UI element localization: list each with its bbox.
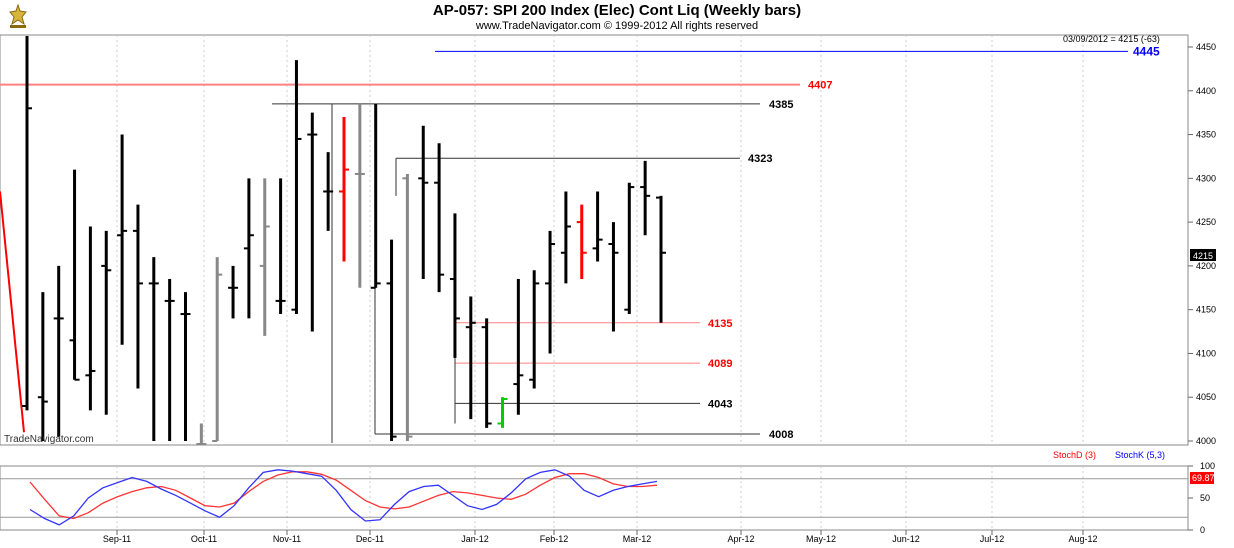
last-price-box [1190,249,1216,261]
level-label: 4407 [808,80,832,92]
price-readout: 03/09/2012 = 4215 (-63) [1063,34,1160,44]
level-label: 4323 [748,153,772,165]
y-tick-label: 4150 [1196,305,1216,315]
stochastic-axis: 0 50 100 [1188,461,1215,535]
y-tick-label: 4050 [1196,392,1216,402]
chart-title: AP-057: SPI 200 Index (Elec) Cont Liq (W… [432,2,802,19]
stoch-y-tick-label: 0 [1200,525,1205,535]
y-tick-label: 4100 [1196,348,1216,358]
date-axis: Sep-11 Oct-11 Nov-11 Dec-11 Jan-12 Feb-12 Mar-… [103,530,1098,544]
y-tick-label: 4000 [1196,436,1216,446]
legend-stochd: StochD (3) [1053,450,1096,460]
level-label: 4135 [708,318,732,330]
last-price-label: 4215 [1193,251,1213,261]
stoch-y-tick-label: 100 [1200,461,1215,471]
x-tick-label: Feb-12 [540,534,569,544]
x-tick-label: Jun-12 [892,534,920,544]
stochastic-vertical-grid [116,466,1084,530]
support-resistance-levels: 4445 4407 4385 4323 4135 4089 4043 4008 [0,44,1160,443]
y-tick-label: 4350 [1196,130,1216,140]
legend-stochk: StochK (5,3) [1115,450,1165,460]
y-tick-label: 4250 [1196,217,1216,227]
x-tick-label: Sep-11 [103,534,131,544]
trend-line [0,191,25,433]
price-vertical-grid [116,35,1084,445]
x-tick-label: Apr-12 [727,534,754,544]
x-tick-label: Jan-12 [461,534,489,544]
stochastic-panel [0,465,1189,531]
y-tick-label: 4200 [1196,261,1216,271]
x-tick-label: Nov-11 [273,534,301,544]
y-tick-label: 4300 [1196,173,1216,183]
y-tick-label: 4450 [1196,42,1216,52]
level-label: 4008 [769,429,793,441]
x-tick-label: Aug-12 [1068,534,1097,544]
stoch-y-tick-label: 50 [1200,493,1210,503]
stochastic-series-line [29,469,658,526]
x-tick-label: May-12 [806,534,836,544]
stoch-last-box [1190,472,1214,484]
level-label: 4089 [708,358,732,370]
copyright-text: www.TradeNavigator.com © 1999-2012 All r… [475,20,759,32]
stochastic-lines [29,469,658,526]
x-tick-label: Oct-11 [191,534,217,544]
level-label: 4385 [769,99,793,111]
x-tick-label: Mar-12 [623,534,652,544]
price-axis: 4000 4050 4100 4150 4200 4250 4300 4350 4400 4450 [1188,42,1216,446]
stoch-last-label: 69.87 [1192,473,1215,483]
trade-navigator-bell-icon [4,2,32,35]
level-label: 4445 [1133,44,1160,58]
price-panel [0,34,1189,446]
x-tick-label: Dec-11 [356,534,384,544]
stochastic-series-line [29,471,658,520]
x-tick-label: Jul-12 [980,534,1005,544]
ohlc-bars [22,36,666,445]
watermark: TradeNavigator.com [4,434,94,445]
level-label: 4043 [708,398,732,410]
y-tick-label: 4400 [1196,86,1216,96]
